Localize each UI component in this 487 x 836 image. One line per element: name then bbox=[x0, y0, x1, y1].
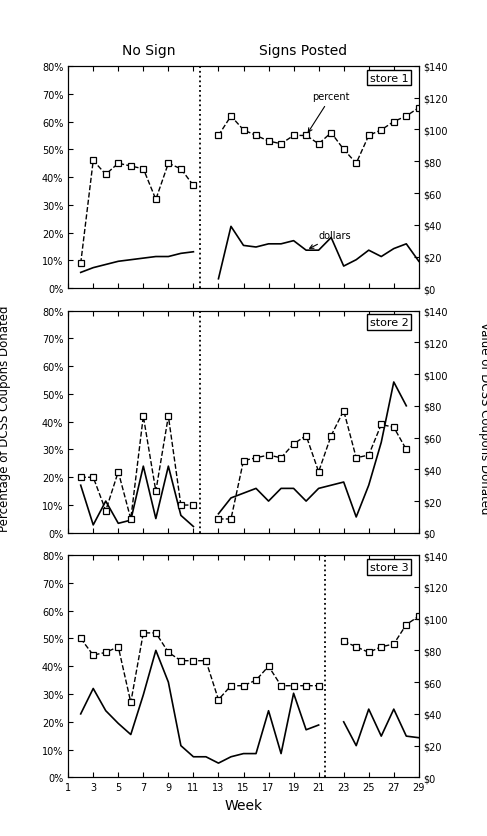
Text: store 3: store 3 bbox=[370, 562, 408, 572]
Text: store 2: store 2 bbox=[370, 318, 408, 328]
Text: dollars: dollars bbox=[310, 231, 351, 249]
Text: store 1: store 1 bbox=[370, 74, 408, 84]
Text: Value of DCSS Coupons Donated: Value of DCSS Coupons Donated bbox=[478, 322, 487, 514]
Text: percent: percent bbox=[308, 92, 350, 133]
Text: No Sign: No Sign bbox=[122, 44, 176, 58]
X-axis label: Week: Week bbox=[225, 798, 262, 812]
Text: Signs Posted: Signs Posted bbox=[259, 44, 347, 58]
Text: Percentage of DCSS Coupons Donated: Percentage of DCSS Coupons Donated bbox=[0, 305, 11, 531]
